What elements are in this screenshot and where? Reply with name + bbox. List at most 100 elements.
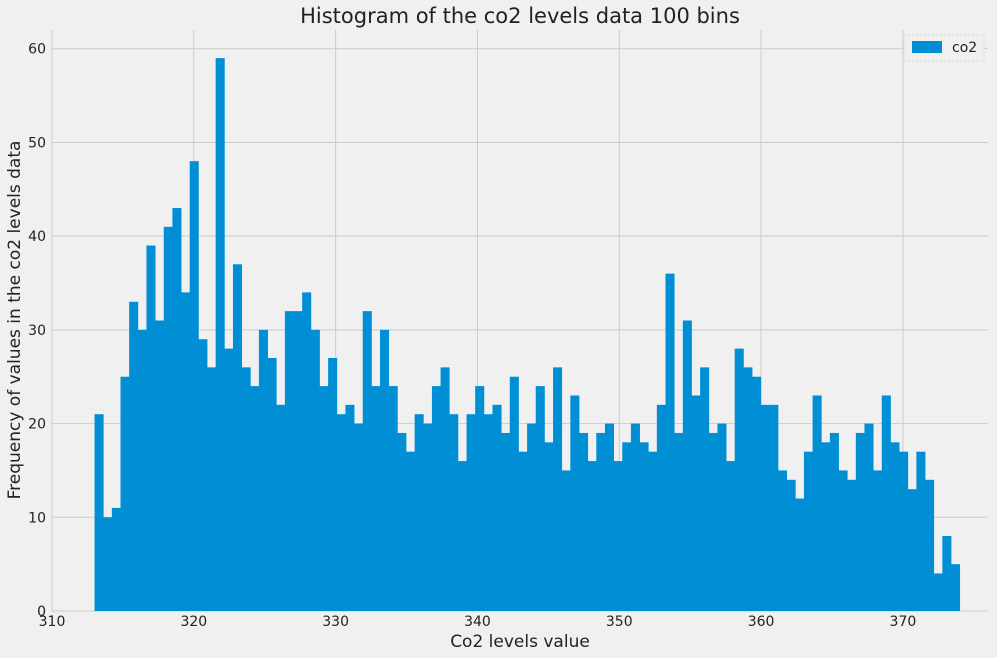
histogram-bar: [535, 386, 545, 611]
histogram-bar: [181, 292, 191, 611]
histogram-bar: [155, 320, 165, 611]
histogram-bar: [518, 451, 528, 611]
histogram-bar: [587, 461, 597, 611]
histogram-bar: [665, 273, 675, 611]
histogram-bar: [907, 489, 917, 611]
histogram-bar: [224, 348, 234, 611]
histogram-bar: [604, 423, 614, 611]
histogram-bar: [890, 442, 900, 611]
histogram-bar: [950, 564, 961, 611]
histogram-bars: [94, 58, 961, 611]
histogram-bar: [146, 245, 156, 611]
histogram-bar: [423, 423, 433, 611]
x-axis-ticks: 310 320 330 340 350 360 370: [39, 614, 917, 630]
histogram-bar: [760, 404, 770, 611]
x-tick-label: 370: [890, 614, 917, 630]
histogram-bar: [553, 367, 563, 611]
histogram-bar: [319, 386, 329, 611]
histogram-bar: [933, 573, 943, 611]
y-tick-label: 30: [28, 323, 46, 339]
histogram-bar: [354, 423, 364, 611]
y-tick-label: 10: [28, 510, 46, 526]
histogram-bar: [769, 404, 779, 611]
histogram-bar: [648, 451, 658, 611]
histogram-bar: [189, 161, 199, 611]
histogram-bar: [163, 226, 173, 611]
histogram-bar: [795, 498, 805, 611]
histogram-bar: [786, 479, 796, 611]
histogram-bar: [475, 386, 485, 611]
histogram-bar: [310, 329, 320, 611]
histogram-bar: [803, 451, 813, 611]
histogram-bar: [509, 376, 519, 611]
y-axis-ticks: 0 10 20 30 40 50 60: [28, 42, 46, 620]
histogram-bar: [682, 320, 692, 611]
y-axis-title: Frequency of values in the co2 levels da…: [5, 141, 25, 500]
histogram-bar: [838, 470, 848, 611]
histogram-bar: [726, 461, 736, 611]
histogram-bar: [198, 339, 208, 611]
histogram-bar: [457, 461, 467, 611]
histogram-bar: [578, 432, 589, 611]
histogram-bar: [708, 432, 718, 611]
histogram-bar: [777, 470, 788, 611]
histogram-bar: [829, 432, 839, 611]
x-tick-label: 360: [748, 614, 775, 630]
histogram-bar: [371, 386, 381, 611]
histogram-bar: [293, 311, 303, 611]
histogram-bar: [241, 367, 251, 611]
histogram-bar: [328, 357, 338, 611]
histogram-bar: [734, 348, 744, 611]
histogram-bar: [925, 479, 935, 611]
histogram-bar: [743, 367, 753, 611]
histogram-bar: [137, 329, 147, 611]
histogram-bar: [630, 423, 640, 611]
histogram-bar: [847, 479, 857, 611]
histogram-bar: [855, 432, 865, 611]
grid: [51, 30, 988, 612]
histogram-bar: [129, 301, 139, 611]
histogram-bar: [821, 442, 831, 611]
histogram-bar: [284, 311, 294, 611]
histogram-bar: [207, 367, 217, 611]
histogram-bar: [362, 311, 372, 611]
histogram-bar: [250, 386, 260, 611]
x-tick-label: 330: [322, 614, 349, 630]
histogram-bar: [717, 423, 727, 611]
x-tick-label: 350: [606, 614, 633, 630]
legend-label-co2: co2: [952, 40, 977, 56]
histogram-bar: [501, 432, 511, 611]
histogram-bar: [700, 367, 710, 611]
histogram-bar: [691, 395, 701, 611]
legend-swatch-co2: [912, 41, 942, 53]
histogram-bar: [258, 329, 268, 611]
histogram-bar: [276, 404, 286, 611]
histogram-bar: [449, 414, 459, 611]
x-tick-label: 340: [464, 614, 491, 630]
histogram-bar: [388, 386, 398, 611]
histogram-bar: [812, 395, 822, 611]
x-tick-label: 310: [39, 614, 66, 630]
histogram-bar: [232, 264, 243, 611]
histogram-bar: [414, 414, 424, 611]
y-tick-label: 40: [28, 229, 46, 245]
x-tick-label: 320: [180, 614, 207, 630]
histogram-bar: [613, 461, 623, 611]
histogram-bar: [596, 432, 606, 611]
histogram-bar: [656, 404, 666, 611]
histogram-bar: [622, 442, 632, 611]
histogram-bar: [215, 58, 225, 611]
histogram-bar: [873, 470, 883, 611]
histogram-bar: [397, 432, 407, 611]
histogram-bar: [267, 357, 277, 611]
histogram-bar: [916, 451, 926, 611]
histogram-bar: [492, 404, 502, 611]
histogram-bar: [111, 507, 121, 611]
histogram-bar: [440, 367, 450, 611]
histogram-bar: [466, 414, 476, 611]
histogram-bar: [752, 376, 762, 611]
y-tick-label: 0: [37, 604, 46, 620]
histogram-bar: [103, 517, 113, 611]
